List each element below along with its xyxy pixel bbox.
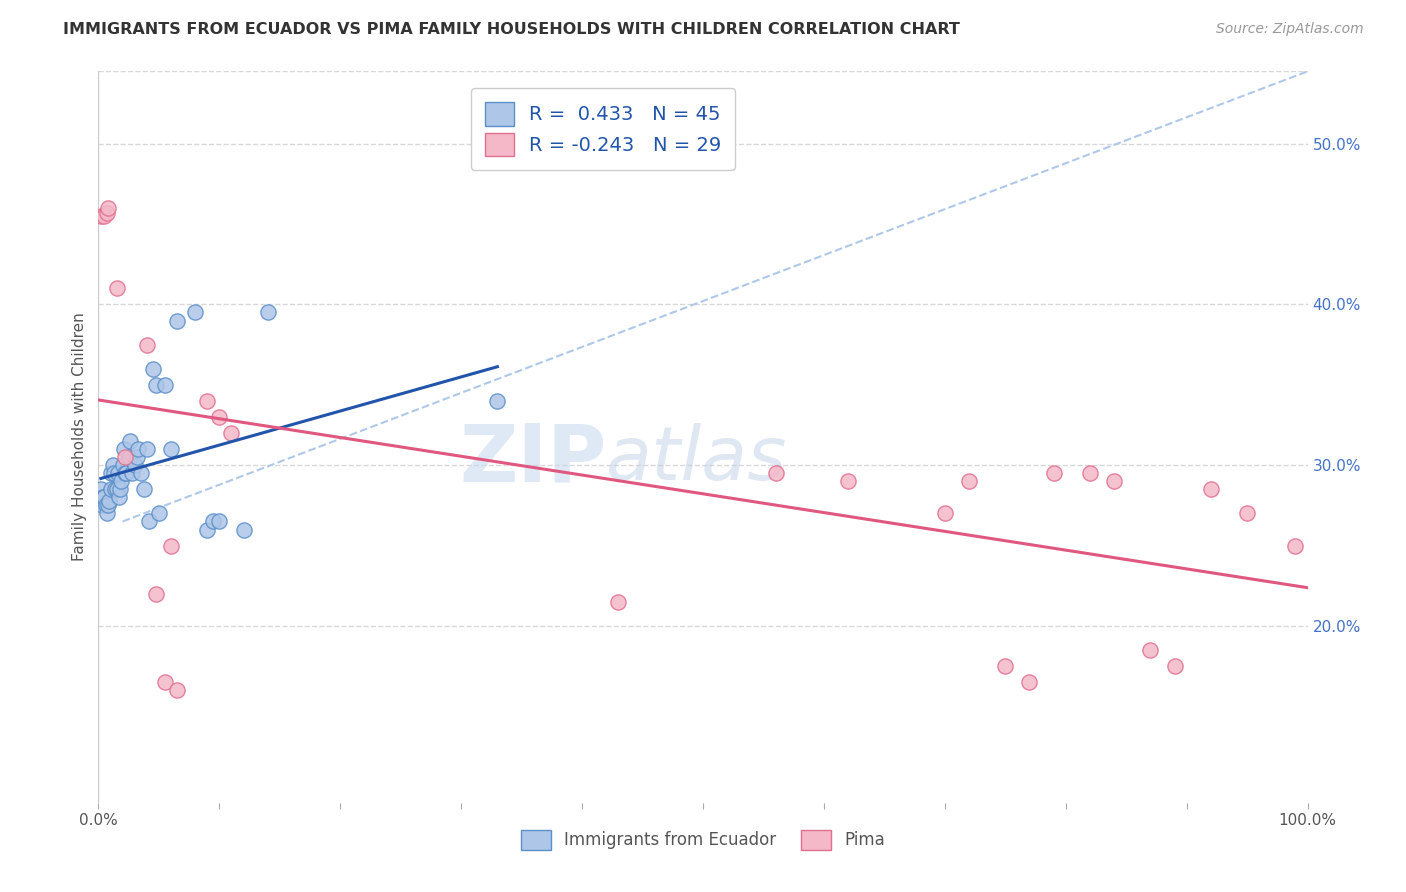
Point [114, 467, 136, 481]
Point [112, 442, 135, 457]
Point [135, 442, 157, 457]
Point [118, 434, 141, 449]
Point [105, 483, 128, 497]
Point [166, 313, 188, 327]
Point [142, 361, 165, 376]
Point [124, 458, 146, 473]
Point [1139, 643, 1161, 657]
Point [486, 393, 509, 408]
Point [90, 483, 112, 497]
Point [232, 523, 254, 537]
Point [607, 595, 630, 609]
Point [160, 442, 183, 457]
Text: ZIP: ZIP [458, 420, 606, 498]
Point [134, 483, 156, 497]
Point [1199, 483, 1222, 497]
Point [1163, 659, 1185, 673]
Point [118, 450, 141, 465]
Point [110, 475, 132, 489]
Point [96, 507, 118, 521]
Text: IMMIGRANTS FROM ECUADOR VS PIMA FAMILY HOUSEHOLDS WITH CHILDREN CORRELATION CHAR: IMMIGRANTS FROM ECUADOR VS PIMA FAMILY H… [63, 22, 960, 37]
Point [195, 393, 218, 408]
Point [105, 281, 128, 295]
Point [837, 475, 859, 489]
Point [138, 515, 160, 529]
Point [101, 458, 124, 473]
Legend: Immigrants from Ecuador, Pima: Immigrants from Ecuador, Pima [515, 823, 891, 856]
Point [90, 209, 112, 223]
Point [153, 377, 176, 392]
Point [1284, 539, 1306, 553]
Text: Source: ZipAtlas.com: Source: ZipAtlas.com [1216, 22, 1364, 37]
Point [91, 491, 114, 505]
Point [108, 491, 131, 505]
Point [166, 683, 188, 698]
Point [121, 467, 143, 481]
Point [129, 467, 152, 481]
Point [208, 515, 231, 529]
Point [160, 539, 183, 553]
Point [104, 483, 127, 497]
Point [127, 450, 149, 465]
Point [91, 499, 114, 513]
Point [1078, 467, 1101, 481]
Point [1018, 675, 1040, 690]
Point [195, 523, 218, 537]
Point [1102, 475, 1125, 489]
Point [957, 475, 980, 489]
Point [184, 305, 207, 319]
Point [765, 467, 787, 481]
Point [1042, 467, 1064, 481]
Point [135, 337, 157, 351]
Point [100, 483, 122, 497]
Point [148, 507, 170, 521]
Point [208, 409, 231, 424]
Point [145, 377, 167, 392]
Point [94, 499, 117, 513]
Point [93, 209, 115, 223]
Point [96, 206, 118, 220]
Point [153, 675, 176, 690]
Point [145, 587, 167, 601]
Point [103, 467, 125, 481]
Point [114, 450, 136, 465]
Point [221, 425, 243, 440]
Text: atlas: atlas [606, 423, 787, 495]
Point [256, 305, 278, 319]
Point [97, 499, 120, 513]
Point [97, 201, 120, 215]
Point [202, 515, 225, 529]
Point [111, 458, 134, 473]
Point [100, 467, 122, 481]
Point [127, 442, 149, 457]
Point [1236, 507, 1258, 521]
Point [934, 507, 956, 521]
Point [107, 467, 129, 481]
Point [115, 467, 138, 481]
Point [98, 493, 121, 508]
Point [994, 659, 1017, 673]
Y-axis label: Family Households with Children: Family Households with Children [72, 313, 87, 561]
Point [108, 483, 131, 497]
Point [93, 491, 115, 505]
